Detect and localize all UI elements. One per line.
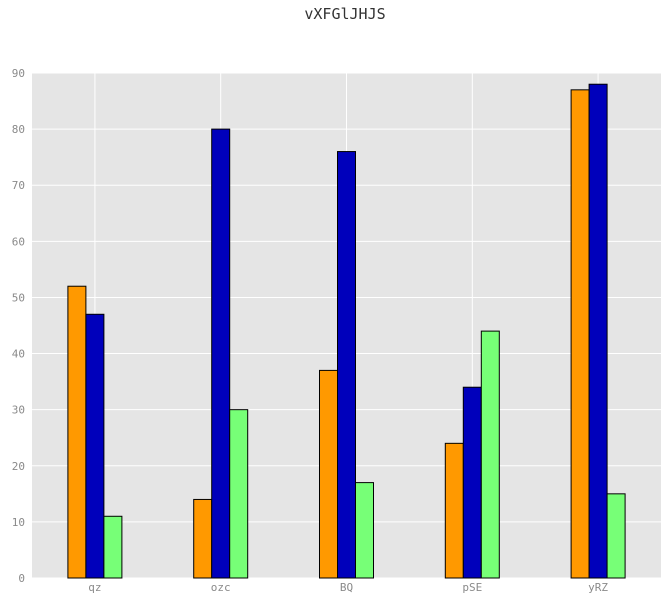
bar-qz-series-1: [67, 285, 87, 579]
bar-yRZ-series-3: [606, 493, 626, 579]
x-tick-label: qz: [88, 581, 101, 594]
bar-BQ-series-3: [355, 482, 374, 579]
y-tick-label: 10: [12, 516, 25, 529]
bars: [67, 83, 626, 579]
y-tick-label: 90: [12, 67, 25, 80]
bar-qz-series-2: [85, 313, 105, 579]
y-tick-label: 20: [12, 460, 25, 473]
bar-ozc-series-3: [229, 409, 249, 579]
x-tick-label: pSE: [462, 581, 482, 594]
bar-qz-series-3: [103, 515, 123, 579]
y-tick-label: 80: [12, 123, 25, 136]
bar-pSE-series-1: [444, 442, 464, 579]
y-tick-label: 60: [12, 235, 25, 248]
y-tick-label: 50: [12, 291, 25, 304]
x-tick-label: BQ: [340, 581, 353, 594]
bar-yRZ-series-2: [588, 83, 608, 579]
bar-pSE-series-3: [480, 330, 500, 579]
bar-pSE-series-2: [462, 386, 482, 579]
bar-yRZ-series-1: [570, 89, 590, 579]
bar-BQ-series-2: [337, 151, 356, 579]
y-tick-label: 70: [12, 179, 25, 192]
x-axis-ticks: qz ozc BQ pSE yRZ: [88, 581, 608, 594]
bar-ozc-series-2: [211, 128, 231, 579]
bar-ozc-series-1: [193, 498, 213, 579]
chart-title: vXFGlJHJS: [304, 5, 385, 23]
y-tick-label: 30: [12, 404, 25, 417]
x-tick-label: yRZ: [588, 581, 608, 594]
y-axis-ticks: 0 10 20 30 40 50 60 70 80 90: [12, 67, 25, 585]
bar-BQ-series-1: [319, 369, 338, 579]
y-tick-label: 40: [12, 348, 25, 361]
y-tick-label: 0: [18, 572, 25, 585]
x-tick-label: ozc: [211, 581, 231, 594]
